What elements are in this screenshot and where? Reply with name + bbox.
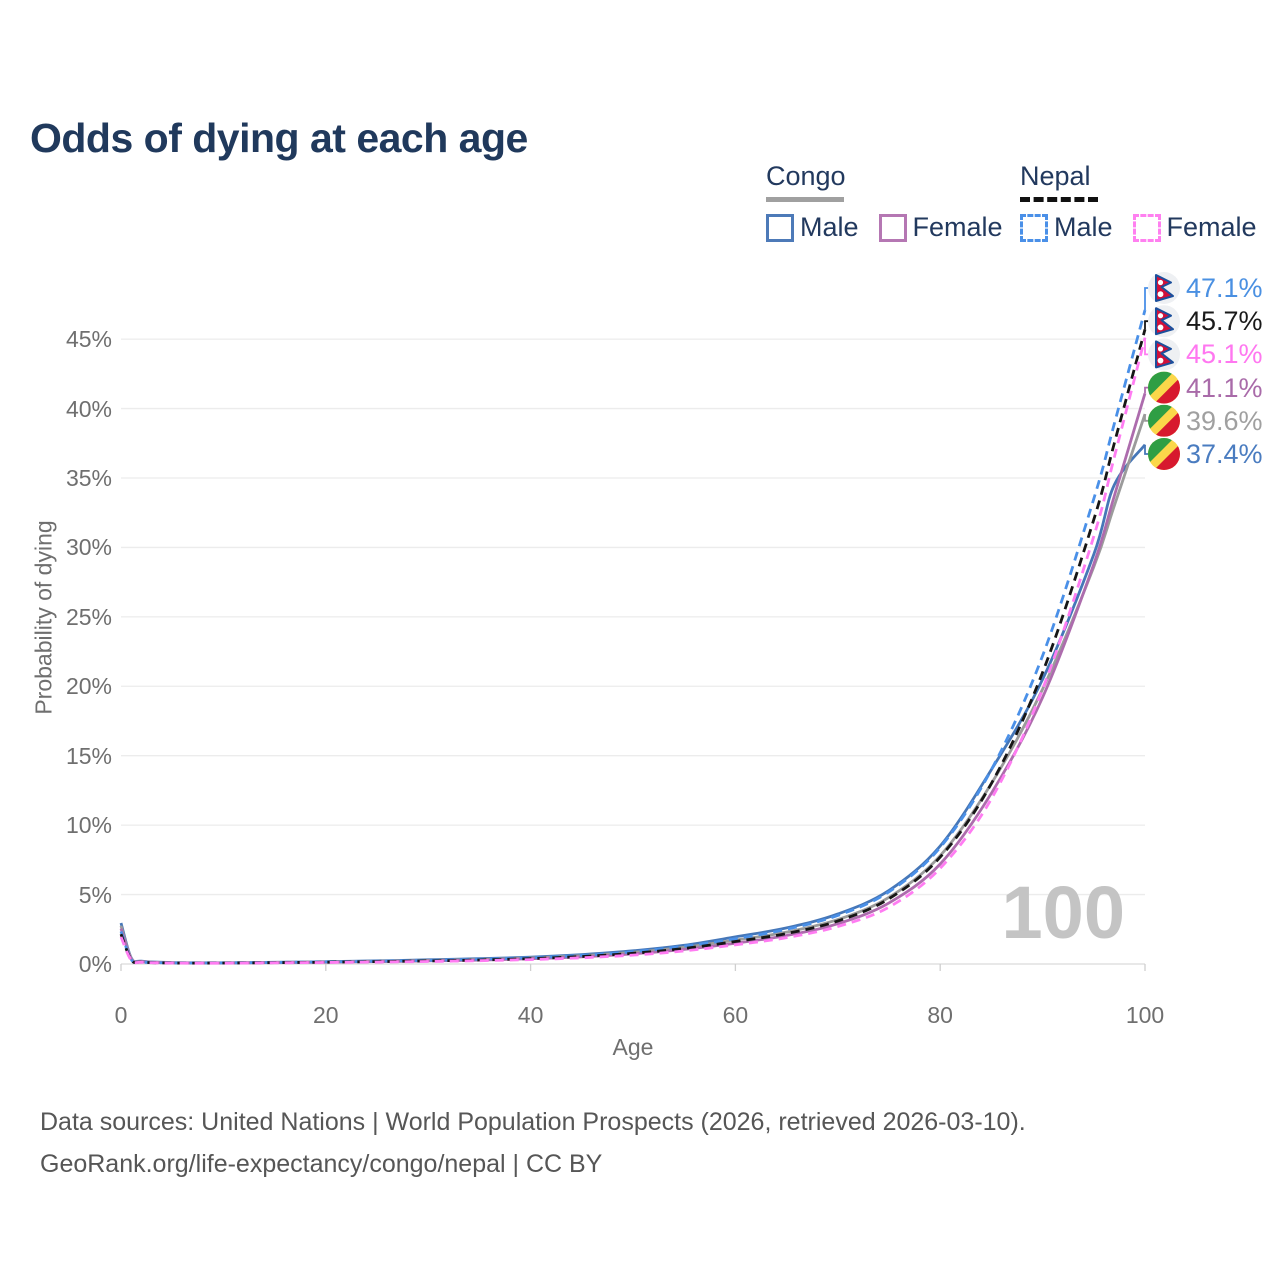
series-line-nepal-total [119, 329, 1147, 965]
congo-flag-icon [1148, 371, 1180, 404]
nepal-dashed-line-swatch [1020, 197, 1098, 202]
legend-country-congo-label: Congo [766, 161, 846, 191]
end-value-nepal-female: 45.1% [1186, 339, 1263, 370]
y-tick-0: 0% [78, 951, 112, 977]
y-tick-10: 10% [65, 812, 112, 839]
legend-country-nepal-label: Nepal [1020, 161, 1091, 191]
footer-data-sources: Data sources: United Nations | World Pop… [40, 1108, 1026, 1136]
legend-group-congo: Congo Male Female [766, 161, 1023, 243]
y-tick-45: 45% [65, 326, 112, 353]
x-tick-60: 60 [722, 1002, 749, 1028]
y-tick-40: 40% [65, 395, 112, 422]
nepal-female-swatch[interactable] [1132, 213, 1161, 242]
nepal-male-swatch[interactable] [1020, 213, 1048, 242]
nepal-flag-icon [1148, 305, 1180, 338]
end-value-congo-total: 39.6% [1186, 405, 1263, 436]
congo-flag-icon [1148, 404, 1180, 437]
congo-male-label[interactable]: Male [800, 212, 859, 242]
congo-solid-line-swatch [766, 197, 844, 202]
y-tick-20: 20% [65, 673, 112, 700]
page-title: Odds of dying at each age [30, 115, 528, 162]
end-value-congo-female: 41.1% [1186, 372, 1263, 403]
x-axis-title: Age [612, 1034, 654, 1060]
y-tick-25: 25% [65, 603, 112, 630]
hover-age-watermark: 100 [1001, 871, 1125, 954]
x-tick-80: 80 [927, 1002, 953, 1028]
nepal-flag-icon [1148, 272, 1180, 304]
series-line-nepal-female [119, 337, 1147, 965]
congo-female-swatch[interactable] [878, 213, 907, 242]
nepal-female-label[interactable]: Female [1166, 212, 1257, 242]
end-value-congo-male: 37.4% [1186, 439, 1263, 469]
legend-group-nepal: Nepal Male Female [1020, 161, 1277, 243]
y-tick-15: 15% [65, 742, 112, 769]
x-tick-20: 20 [313, 1002, 339, 1028]
x-tick-40: 40 [517, 1002, 544, 1028]
congo-flag-icon [1148, 438, 1180, 470]
end-value-nepal-total: 45.7% [1186, 306, 1263, 337]
y-tick-30: 30% [65, 534, 112, 561]
congo-female-label[interactable]: Female [912, 212, 1003, 242]
end-value-nepal-male: 47.1% [1186, 273, 1263, 303]
x-tick-100: 100 [1125, 1002, 1165, 1028]
nepal-flag-icon [1148, 338, 1180, 371]
y-tick-35: 35% [65, 464, 112, 491]
footer-attribution-link[interactable]: GeoRank.org/life-expectancy/congo/nepal … [40, 1150, 603, 1178]
x-tick-0: 0 [114, 1002, 128, 1028]
congo-male-swatch[interactable] [766, 213, 794, 242]
nepal-male-label[interactable]: Male [1054, 212, 1113, 242]
y-tick-5: 5% [78, 881, 112, 908]
